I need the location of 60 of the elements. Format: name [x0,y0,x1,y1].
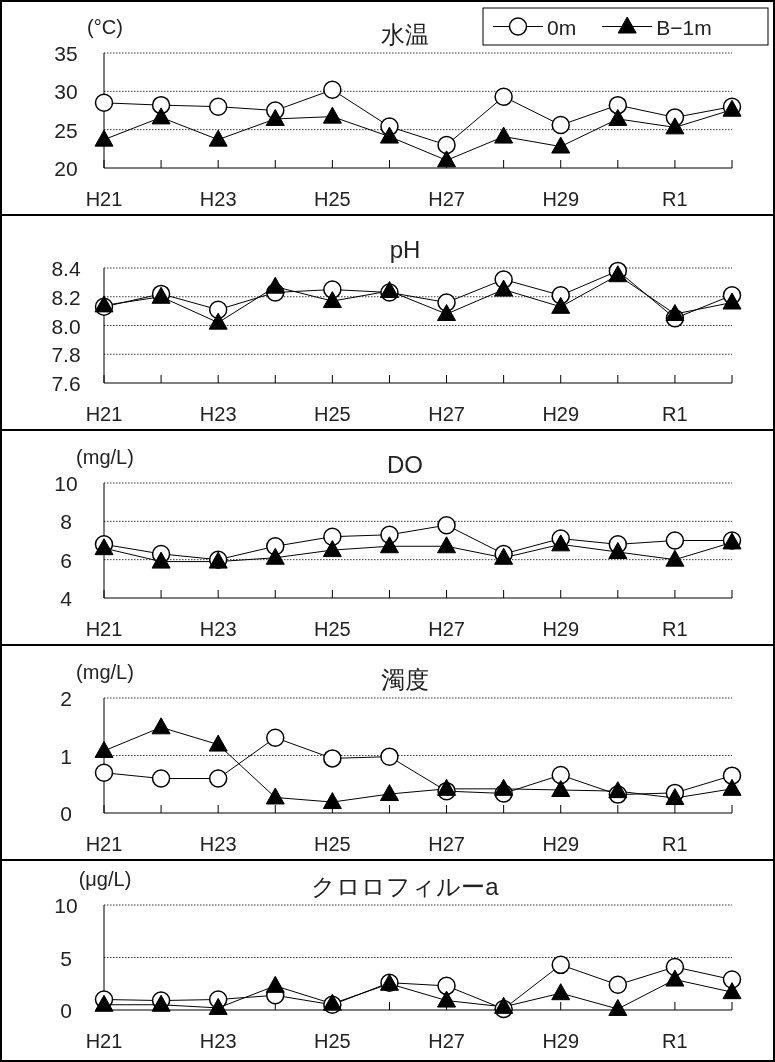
x-tick-label: H23 [199,618,237,640]
chart-title: 水温 [381,21,429,48]
x-tick-label: H23 [199,833,237,855]
y-tick-label: 35 [54,42,78,65]
x-tick-label: H21 [85,618,123,640]
x-tick-label: H21 [85,833,123,855]
x-tick-label: H25 [314,833,351,855]
x-tick-label: H25 [314,618,351,640]
x-tick-label: H27 [428,403,465,425]
y-tick-label: 10 [54,472,78,495]
x-tick-label: H25 [314,1030,351,1052]
chart-title: クロロフィルーa [311,873,500,900]
chart-title: pH [389,236,421,263]
x-tick-label: H23 [199,403,237,425]
y-axis-title: (μg/L) [78,868,132,890]
y-tick-label: 10 [54,894,78,917]
y-axis-title: (mg/L) [76,446,134,468]
x-tick-label: H25 [314,403,351,425]
x-tick-label: H23 [199,188,237,210]
x-tick-label: H29 [542,188,580,210]
x-tick-label: H29 [542,618,580,640]
y-tick-label: 2 [60,687,72,710]
y-tick-label: 8 [60,510,72,534]
x-tick-label: R1 [662,618,688,640]
y-tick-label: 7.8 [51,343,81,367]
x-tick-label: H29 [542,833,580,855]
y-tick-label: 30 [54,80,78,104]
legend-label: 0m [547,15,577,39]
chart-title: DO [387,451,423,478]
y-tick-label: 4 [60,587,73,610]
y-tick-label: 6 [60,548,72,572]
y-tick-label: 8.4 [51,257,81,280]
x-tick-label: H27 [428,618,465,640]
y-tick-label: 7.6 [51,372,81,395]
x-tick-label: R1 [662,188,688,210]
y-tick-label: 5 [60,946,72,970]
x-tick-label: H29 [542,1030,580,1052]
x-tick-label: H27 [428,833,465,855]
y-tick-label: 0 [60,999,72,1022]
x-tick-label: H29 [542,403,580,425]
y-tick-label: 25 [54,118,78,142]
x-tick-label: H21 [85,1030,123,1052]
legend-label: B−1m [656,15,712,39]
x-tick-label: H21 [85,403,123,425]
x-tick-label: R1 [662,833,688,855]
x-tick-label: H21 [85,188,123,210]
chart-title: 濁度 [381,666,429,693]
y-axis-title: (mg/L) [76,661,134,683]
x-tick-label: R1 [662,403,688,425]
y-tick-label: 20 [54,157,78,180]
x-tick-label: H27 [428,188,465,210]
y-tick-label: 1 [60,744,72,768]
x-tick-label: H25 [314,188,351,210]
y-tick-label: 0 [60,802,72,825]
y-axis-title: (°C) [87,16,123,38]
x-tick-label: R1 [662,1030,688,1052]
y-tick-label: 8.2 [51,285,81,309]
x-tick-label: H23 [199,1030,237,1052]
x-tick-label: H27 [428,1030,465,1052]
y-tick-label: 8.0 [51,314,81,338]
